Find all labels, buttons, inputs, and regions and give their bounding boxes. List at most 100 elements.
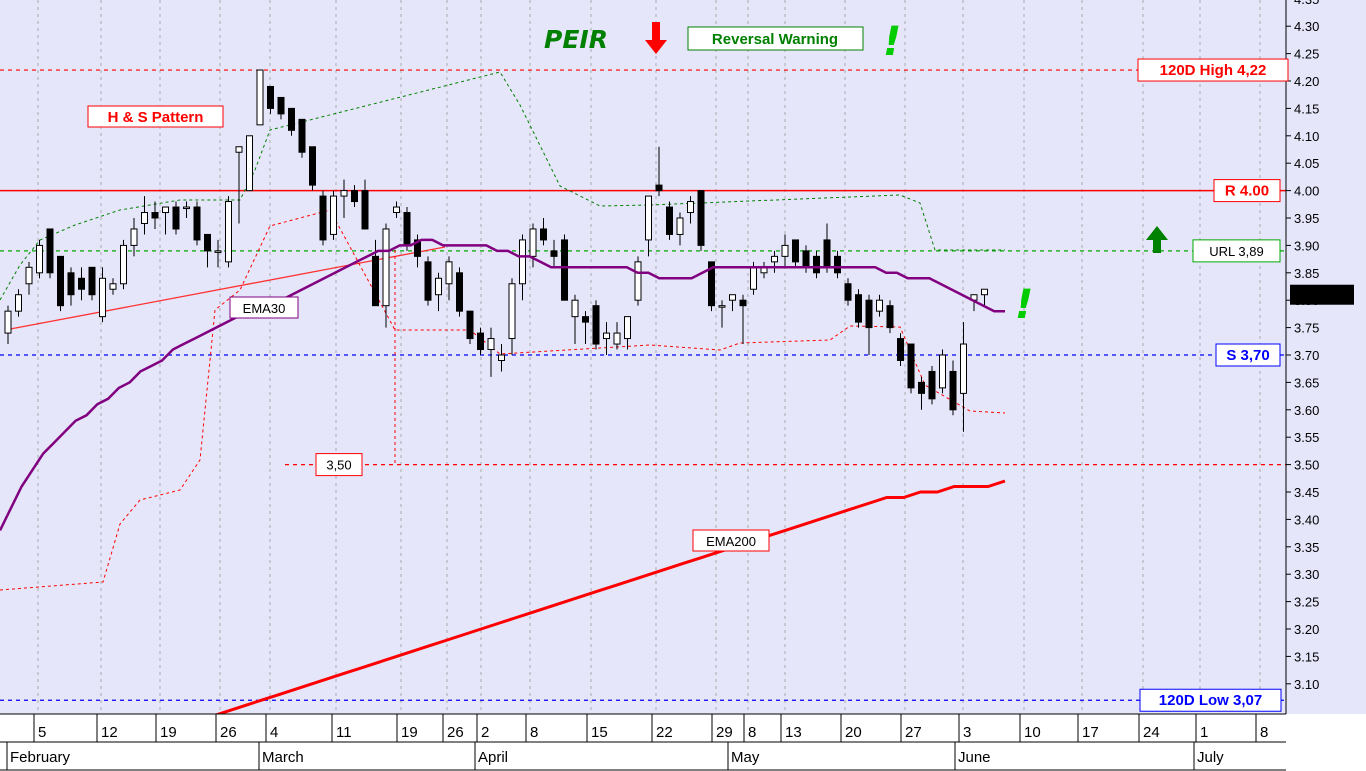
candle-body — [36, 244, 43, 274]
y-tick-label: 4.15 — [1294, 101, 1319, 116]
level-label: 3,50 — [326, 458, 351, 473]
annotations: PEIR Reversal Warning !! H & S Pattern EMA30… — [87, 19, 1168, 552]
candle-body — [949, 370, 957, 411]
moving-averages — [0, 238, 1006, 740]
candle-body — [456, 272, 463, 312]
candle-body — [4, 310, 12, 334]
candle-body — [288, 107, 295, 131]
candle-body — [634, 261, 642, 301]
x-tick-label: 19 — [401, 724, 418, 741]
candle-body — [172, 206, 180, 230]
candle-body — [918, 381, 925, 394]
level-label: R 4.00 — [1225, 183, 1269, 200]
up-arrow-icon — [1146, 226, 1168, 253]
candle-body — [372, 255, 379, 307]
last-price-box — [1290, 284, 1354, 305]
candle-body — [141, 212, 148, 224]
candle-body — [729, 294, 736, 301]
candle-body — [529, 228, 537, 257]
candle-body — [865, 299, 873, 329]
candle-body — [309, 146, 316, 186]
candle-body — [435, 277, 442, 296]
x-tick-label: 20 — [845, 724, 862, 741]
candle-body — [382, 228, 390, 307]
candle-body — [246, 135, 253, 192]
reversal-warning-box — [687, 26, 864, 51]
x-month-label: May — [731, 749, 760, 766]
candle-body — [151, 212, 159, 219]
candle-body — [603, 332, 610, 340]
y-tick-label: 3.30 — [1294, 567, 1319, 582]
y-tick-label: 4.10 — [1294, 129, 1319, 144]
candle-body — [477, 332, 484, 351]
y-tick-label: 4.25 — [1294, 47, 1319, 62]
x-tick-label: 15 — [591, 724, 608, 741]
candle-body — [15, 294, 22, 312]
candle-body — [424, 261, 432, 301]
hs-pattern-label-box — [87, 105, 224, 128]
x-month-label: February — [10, 749, 71, 766]
x-tick-label: 5 — [38, 724, 46, 741]
candle-body — [256, 69, 264, 126]
ema30-label: EMA30 — [243, 301, 286, 316]
candle-body — [792, 239, 799, 263]
reversal-warning-label: Reversal Warning — [712, 31, 838, 48]
stop-line-green — [0, 71, 1005, 301]
hs-pattern-label: H & S Pattern — [108, 109, 204, 126]
candle-body — [781, 244, 789, 257]
candle-body — [298, 118, 306, 153]
x-tick-label: 8 — [1260, 724, 1268, 741]
x-month-label: July — [1197, 749, 1224, 766]
level-label-box — [1215, 343, 1281, 367]
candle-body — [267, 85, 274, 109]
candle-body — [718, 305, 726, 308]
y-tick-label: 4.05 — [1294, 156, 1319, 171]
ema30-line — [0, 238, 1005, 531]
candle-body — [99, 277, 106, 318]
candle-body — [403, 212, 411, 246]
candle-body — [498, 354, 505, 361]
candle-body — [823, 239, 831, 268]
y-tick-label: 3.50 — [1294, 458, 1319, 473]
candle-body — [67, 272, 75, 296]
candle-body — [561, 239, 568, 301]
y-tick-label: 3.65 — [1294, 375, 1319, 390]
candle-body — [592, 305, 600, 345]
support-resistance-levels — [0, 69, 1286, 701]
candle-body — [88, 266, 96, 296]
candle-body — [886, 305, 894, 329]
candle-body — [330, 195, 337, 235]
trailing-stop-lines — [0, 71, 1006, 591]
y-axis-panel — [1286, 0, 1366, 771]
x-tick-label: 11 — [336, 724, 352, 741]
level-label: 120D High 4,22 — [1160, 62, 1267, 79]
y-tick-label: 4.35 — [1294, 0, 1319, 7]
x-tick-label: 2 — [481, 724, 489, 741]
candle-body — [414, 239, 421, 257]
x-tick-label: 22 — [656, 724, 673, 741]
candle-body — [540, 228, 547, 241]
candle-body — [666, 206, 673, 235]
candle-body — [624, 316, 631, 340]
y-tick-label: 3.90 — [1294, 238, 1319, 253]
candle-body — [939, 354, 946, 389]
candle-body — [204, 233, 211, 252]
level-label-box — [1137, 58, 1289, 82]
level-label-box — [1139, 688, 1282, 712]
x-tick-label: 10 — [1024, 724, 1041, 741]
candle-body — [813, 255, 820, 274]
candle-body — [802, 250, 810, 268]
candle-body — [519, 239, 526, 285]
candle-body — [897, 338, 904, 361]
candle-body — [319, 195, 327, 241]
candle-body — [277, 96, 285, 115]
candle-body — [855, 294, 862, 323]
y-tick-label: 3.95 — [1294, 211, 1319, 226]
y-tick-label: 4.30 — [1294, 19, 1319, 34]
exclamation-icon: ! — [1015, 282, 1033, 328]
candle-body — [697, 190, 705, 246]
y-tick-label: 3.45 — [1294, 485, 1319, 500]
y-tick-label: 3.10 — [1294, 677, 1319, 692]
x-tick-label: 8 — [748, 724, 756, 741]
candle-body — [771, 255, 778, 263]
